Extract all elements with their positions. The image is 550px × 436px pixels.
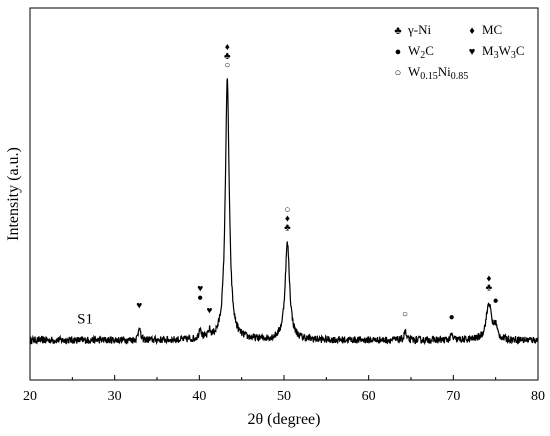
- club-marker-icon: ♣: [284, 223, 291, 234]
- club-marker-icon: ♣: [486, 282, 493, 293]
- peak-markers: ♥♥●♥♦♣○○♦♣○ ●♦♣●: [136, 42, 498, 323]
- filled-circle-marker-icon: ●: [493, 296, 499, 307]
- series-label-s1: S1: [77, 312, 93, 328]
- legend: ♣ γ-Ni ♦ MC ● W2C ♥ M3W3C ○ W0.15Ni0.85: [394, 22, 524, 82]
- legend-label-heart: M3W3C: [482, 43, 525, 61]
- x-tick-label-70: 70: [446, 389, 460, 404]
- series-layer: [29, 78, 539, 346]
- x-tick-label-40: 40: [192, 389, 206, 404]
- legend-filled-circle-icon: ●: [395, 46, 402, 58]
- legend-heart-icon: ♥: [469, 46, 476, 58]
- legend-club-icon: ♣: [394, 25, 401, 37]
- legend-label-diamond: MC: [482, 22, 502, 37]
- y-axis-title: Intensity (a.u.): [5, 147, 22, 241]
- heart-marker-icon: ♥: [136, 301, 142, 312]
- legend-diamond-icon: ♦: [469, 25, 475, 37]
- x-tick-label-30: 30: [108, 389, 122, 404]
- plot-frame: [29, 7, 539, 381]
- legend-label-filled-circle: W2C: [408, 43, 434, 61]
- x-tick-label-50: 50: [277, 389, 291, 404]
- x-axis-ticks: 20 30 40 50 60 70 80: [23, 375, 545, 404]
- legend-open-circle-icon: ○: [395, 67, 402, 79]
- diamond-marker-icon: ♦: [486, 273, 491, 284]
- open-circle-marker-icon: ○: [224, 60, 230, 71]
- diamond-marker-icon: ♦: [285, 214, 290, 225]
- x-tick-label-60: 60: [362, 389, 376, 404]
- legend-label-club: γ-Ni: [407, 22, 431, 37]
- open-circle-marker-icon: ○: [402, 309, 408, 320]
- diamond-marker-icon: ♦: [225, 42, 230, 53]
- x-tick-label-20: 20: [23, 389, 37, 404]
- filled-circle-marker-icon: ●: [197, 292, 203, 303]
- filled-circle-marker-icon: ●: [449, 312, 455, 323]
- x-tick-label-80: 80: [531, 389, 545, 404]
- heart-marker-icon: ♥: [197, 283, 203, 294]
- open-circle-marker-icon: ○: [284, 205, 290, 216]
- x-axis-title: 2θ (degree): [248, 411, 321, 428]
- legend-label-open-circle: W0.15Ni0.85: [408, 64, 468, 82]
- club-marker-icon: ♣: [224, 51, 231, 62]
- heart-marker-icon: ♥: [207, 306, 213, 317]
- series-line-1: [29, 78, 539, 346]
